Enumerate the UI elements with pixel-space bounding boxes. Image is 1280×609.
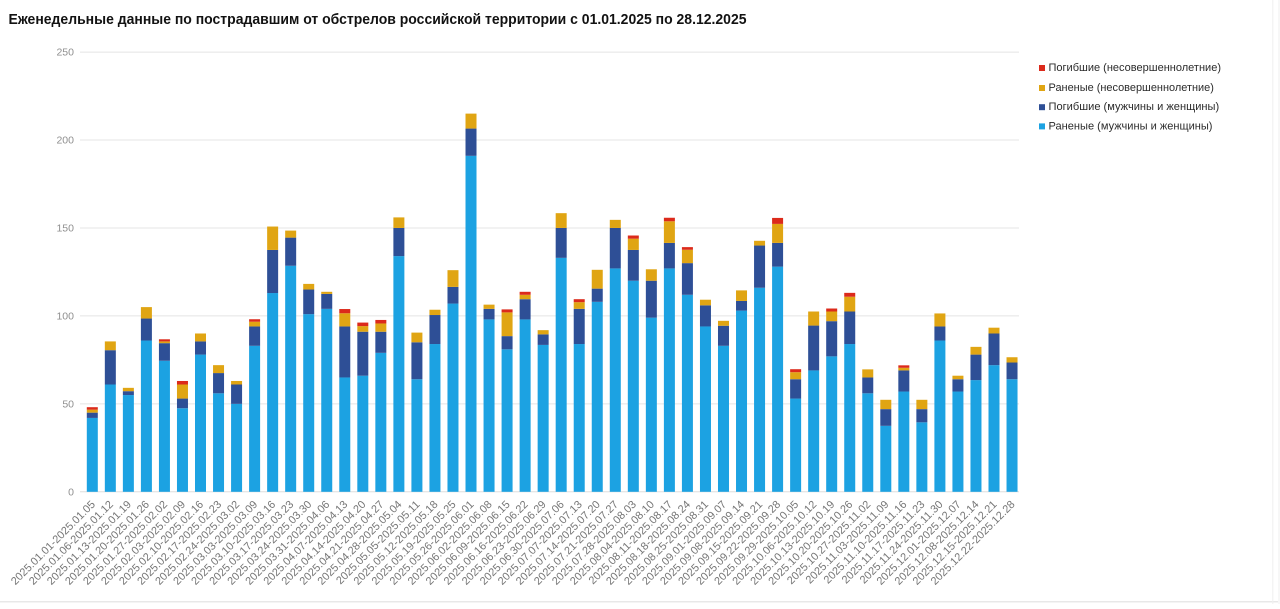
svg-text:Еженедельные данные по пострад: Еженедельные данные по пострадавшим от о…: [9, 11, 747, 28]
svg-text:Раненые (мужчины и женщины): Раненые (мужчины и женщины): [1049, 120, 1213, 132]
svg-text:Раненые (несовершеннолетние): Раненые (несовершеннолетние): [1049, 82, 1214, 94]
svg-text:150: 150: [56, 223, 74, 235]
svg-text:0: 0: [68, 486, 74, 498]
svg-text:50: 50: [62, 399, 74, 411]
svg-text:Погибшие (несовершеннолетние): Погибшие (несовершеннолетние): [1049, 62, 1222, 74]
svg-text:100: 100: [56, 311, 74, 323]
svg-text:Погибшие (мужчины и женщины): Погибшие (мужчины и женщины): [1049, 101, 1220, 113]
svg-text:200: 200: [56, 135, 74, 147]
svg-text:250: 250: [56, 47, 74, 59]
